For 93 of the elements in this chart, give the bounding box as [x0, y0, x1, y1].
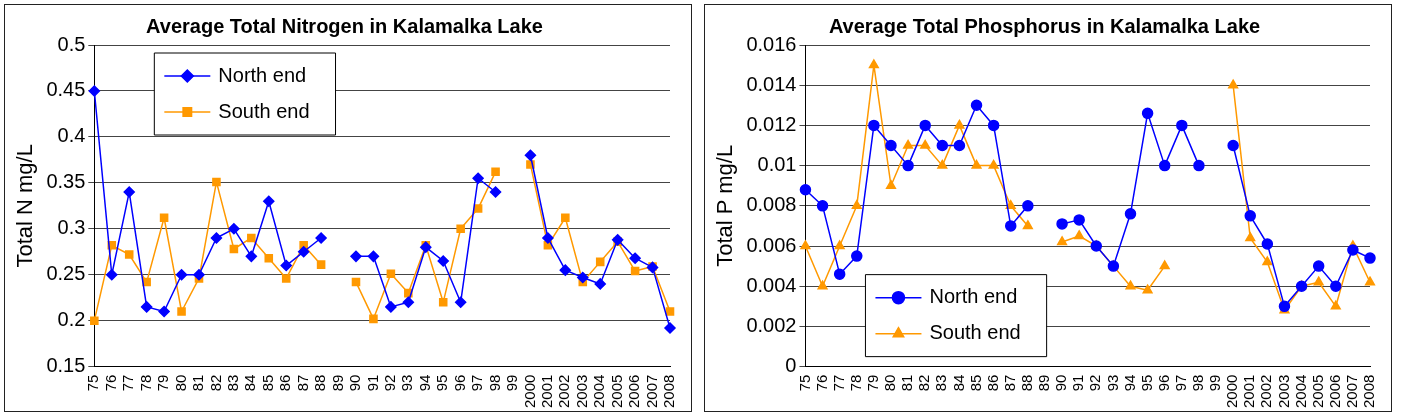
- y-axis-title: Total N mg/L: [12, 144, 38, 268]
- x-tick-label: 2005: [607, 374, 625, 409]
- y-tick-label: 0.25: [46, 262, 86, 285]
- x-tick-label: 88: [1017, 374, 1035, 392]
- y-axis-title: Total P mg/L: [712, 144, 738, 267]
- x-tick-label: 91: [1069, 374, 1087, 392]
- y-tick-label: 0.3: [57, 216, 86, 239]
- x-tick-label: 2008: [660, 374, 678, 409]
- x-tick-label: 76: [812, 374, 830, 392]
- x-tick-label: 2001: [1240, 374, 1258, 409]
- x-tick-label: 81: [189, 374, 207, 392]
- x-tick-label: 94: [1120, 374, 1138, 392]
- x-tick-label: 2003: [572, 374, 590, 409]
- x-tick-label: 82: [915, 374, 933, 392]
- x-tick-label: 2005: [1308, 374, 1326, 409]
- x-tick-label: 96: [450, 374, 468, 392]
- x-tick-label: 85: [258, 374, 276, 392]
- x-tick-label: 2001: [538, 374, 556, 409]
- x-tick-label: 85: [966, 374, 984, 392]
- x-tick-label: 84: [949, 374, 967, 392]
- x-tick-label: 81: [898, 374, 916, 392]
- y-tick-label: 0.15: [46, 354, 86, 377]
- x-tick-label: 95: [1137, 374, 1155, 392]
- x-tick-label: 89: [328, 374, 346, 392]
- x-tick-label: 2000: [520, 374, 538, 409]
- y-tick-label: 0.012: [746, 112, 797, 135]
- x-tick-label: 88: [311, 374, 329, 392]
- legend-label: North end: [929, 285, 1018, 308]
- x-tick-label: 84: [241, 374, 259, 392]
- x-tick-label: 99: [503, 374, 521, 392]
- x-tick-label: 83: [932, 374, 950, 392]
- y-tick-label: 0.004: [746, 273, 797, 296]
- chart-title: Average Total Nitrogen in Kalamalka Lake: [146, 14, 543, 37]
- y-tick-label: 0: [785, 354, 797, 377]
- y-tick-label: 0.014: [746, 72, 797, 95]
- x-tick-label: 91: [363, 374, 381, 392]
- y-tick-label: 0.4: [57, 124, 86, 147]
- x-tick-label: 92: [381, 374, 399, 392]
- x-tick-label: 99: [1206, 374, 1224, 392]
- x-tick-label: 76: [101, 374, 119, 392]
- x-tick-label: 93: [1103, 374, 1121, 392]
- y-tick-label: 0.5: [57, 32, 86, 55]
- x-tick-label: 97: [1171, 374, 1189, 392]
- x-tick-label: 89: [1035, 374, 1053, 392]
- x-tick-label: 75: [84, 374, 102, 392]
- x-tick-label: 2003: [1274, 374, 1292, 409]
- y-tick-label: 0.35: [46, 170, 86, 193]
- x-tick-label: 2006: [625, 374, 643, 409]
- legend-label: North end: [218, 63, 307, 86]
- x-tick-label: 96: [1154, 374, 1172, 392]
- x-tick-label: 93: [398, 374, 416, 392]
- y-tick-label: 0.006: [746, 233, 797, 256]
- x-tick-label: 2002: [555, 374, 573, 409]
- x-tick-label: 83: [224, 374, 242, 392]
- x-tick-label: 2008: [1360, 374, 1378, 409]
- chart-title: Average Total Phosphorus in Kalamalka Lake: [828, 14, 1261, 37]
- y-tick-label: 0.002: [746, 313, 797, 336]
- x-tick-label: 79: [154, 374, 172, 392]
- x-tick-label: 97: [468, 374, 486, 392]
- x-tick-label: 87: [293, 374, 311, 392]
- x-tick-label: 87: [1000, 374, 1018, 392]
- x-tick-label: 2007: [642, 374, 660, 409]
- x-tick-label: 90: [1052, 374, 1070, 392]
- x-tick-label: 78: [846, 374, 864, 392]
- x-tick-label: 75: [795, 374, 813, 392]
- y-tick-label: 0.45: [46, 78, 86, 101]
- x-tick-label: 86: [276, 374, 294, 392]
- x-tick-label: 2000: [1223, 374, 1241, 409]
- x-tick-label: 94: [415, 374, 433, 392]
- y-tick-label: 0.01: [757, 153, 797, 176]
- legend-label: South end: [929, 321, 1021, 344]
- y-tick-label: 0.2: [57, 308, 86, 331]
- x-tick-label: 86: [983, 374, 1001, 392]
- y-tick-label: 0.008: [746, 193, 797, 216]
- x-tick-label: 2004: [590, 374, 608, 409]
- x-tick-label: 92: [1086, 374, 1104, 392]
- x-tick-label: 95: [433, 374, 451, 392]
- x-tick-label: 2002: [1257, 374, 1275, 409]
- x-tick-label: 2007: [1343, 374, 1361, 409]
- x-tick-label: 80: [171, 374, 189, 392]
- legend-label: South end: [218, 99, 310, 122]
- x-tick-label: 79: [864, 374, 882, 392]
- x-tick-label: 77: [119, 374, 137, 392]
- x-tick-label: 77: [829, 374, 847, 392]
- x-tick-label: 90: [346, 374, 364, 392]
- x-tick-label: 78: [136, 374, 154, 392]
- x-tick-label: 82: [206, 374, 224, 392]
- x-tick-label: 2006: [1325, 374, 1343, 409]
- x-tick-label: 98: [1189, 374, 1207, 392]
- x-tick-label: 2004: [1291, 374, 1309, 409]
- x-tick-label: 80: [881, 374, 899, 392]
- x-tick-label: 98: [485, 374, 503, 392]
- y-tick-label: 0.016: [746, 32, 797, 55]
